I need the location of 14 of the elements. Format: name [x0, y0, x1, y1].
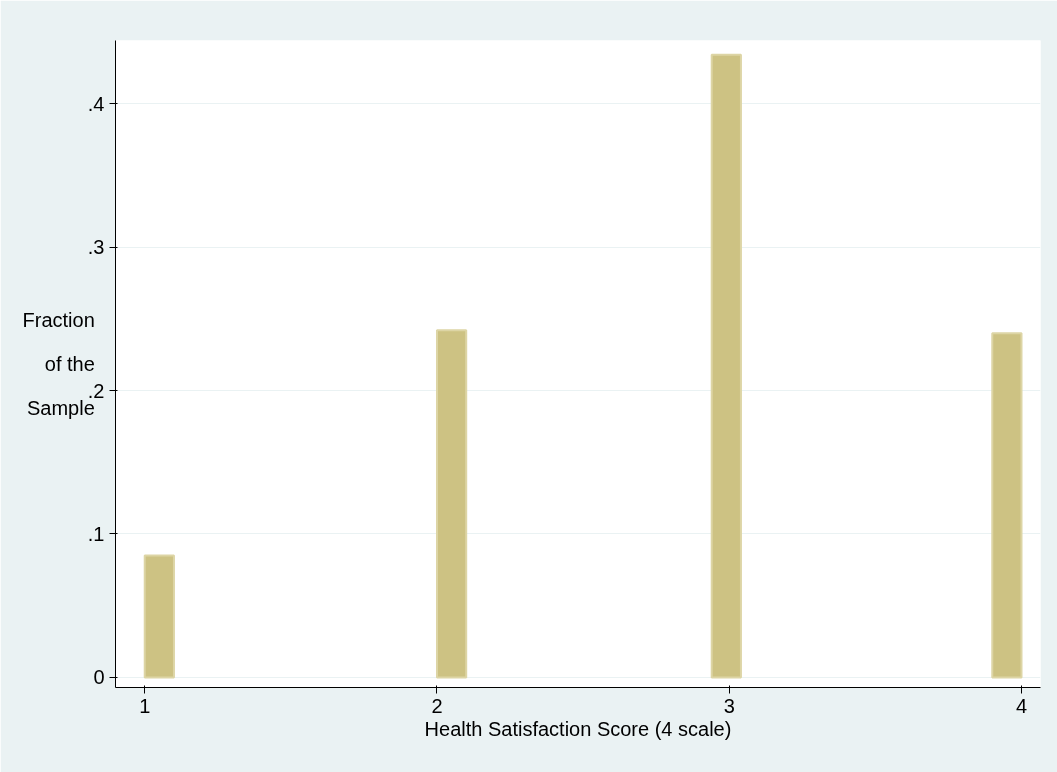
bar	[435, 329, 468, 679]
x-tick-label: 1	[139, 694, 151, 717]
bar	[991, 332, 1023, 679]
bar	[710, 53, 742, 679]
x-tick-label: 4	[1015, 694, 1028, 717]
x-tick-label: 2	[431, 694, 443, 717]
y-tick-label: 0	[93, 666, 105, 689]
y-tick-label: .2	[87, 379, 105, 402]
y-tick-label: .4	[87, 92, 105, 115]
bar	[143, 554, 175, 679]
y-tick-label: .3	[87, 236, 105, 259]
x-tick-label: 3	[723, 694, 735, 717]
x-axis-title: Health Satisfaction Score (4 scale)	[424, 717, 732, 740]
y-tick-label: .1	[87, 523, 105, 545]
